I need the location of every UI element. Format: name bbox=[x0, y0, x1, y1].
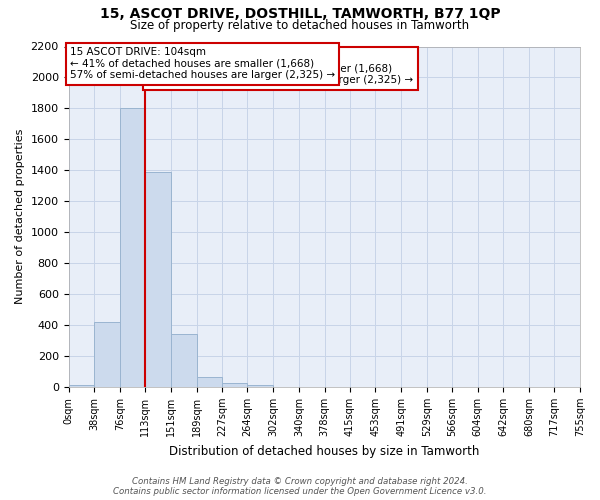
Bar bbox=[223, 383, 247, 387]
Text: 15 ASCOT DRIVE: 104sqm
← 41% of detached houses are smaller (1,668)
57% of semi-: 15 ASCOT DRIVE: 104sqm ← 41% of detached… bbox=[148, 52, 413, 86]
Bar bbox=[68, 386, 94, 387]
Text: Contains HM Land Registry data © Crown copyright and database right 2024.
Contai: Contains HM Land Registry data © Crown c… bbox=[113, 476, 487, 496]
Y-axis label: Number of detached properties: Number of detached properties bbox=[15, 129, 25, 304]
X-axis label: Distribution of detached houses by size in Tamworth: Distribution of detached houses by size … bbox=[169, 444, 479, 458]
Bar bbox=[145, 172, 171, 387]
Bar bbox=[247, 386, 273, 387]
Bar bbox=[171, 334, 197, 387]
Text: 15, ASCOT DRIVE, DOSTHILL, TAMWORTH, B77 1QP: 15, ASCOT DRIVE, DOSTHILL, TAMWORTH, B77… bbox=[100, 8, 500, 22]
Bar bbox=[197, 377, 223, 387]
Text: 15 ASCOT DRIVE: 104sqm
← 41% of detached houses are smaller (1,668)
57% of semi-: 15 ASCOT DRIVE: 104sqm ← 41% of detached… bbox=[70, 48, 335, 80]
Text: Size of property relative to detached houses in Tamworth: Size of property relative to detached ho… bbox=[130, 19, 470, 32]
Bar bbox=[120, 108, 145, 387]
Bar bbox=[94, 322, 120, 387]
